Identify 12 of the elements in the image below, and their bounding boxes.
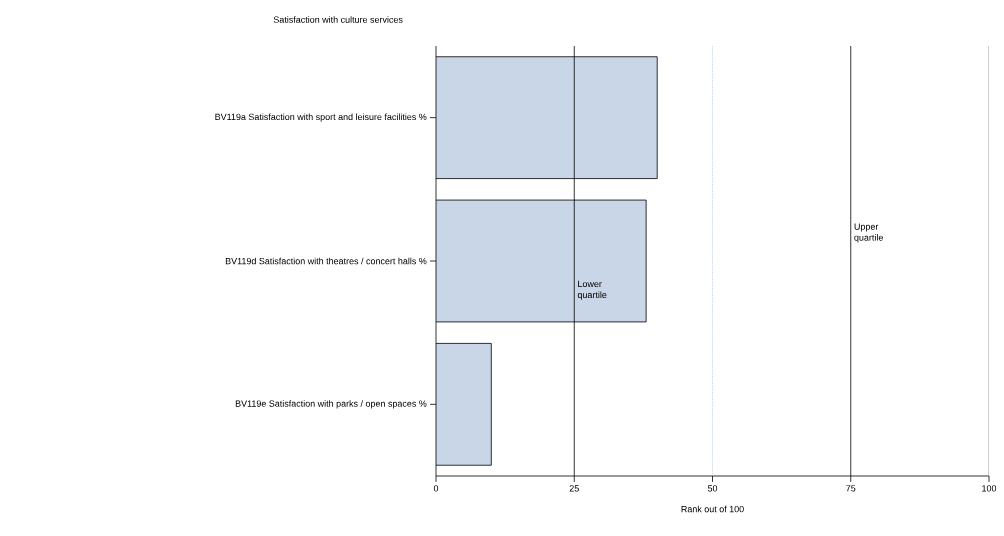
y-tick-label: BV119d Satisfaction with theatres / concert halls %	[225, 257, 427, 265]
x-tick-label: 25	[569, 485, 579, 492]
x-axis-title: Rank out of 100	[681, 505, 744, 513]
ref-line-label: Lower quartile	[577, 280, 607, 300]
x-tick-label: 75	[846, 485, 856, 492]
y-tick-label: BV119a Satisfaction with sport and leisure facilities %	[215, 113, 427, 122]
y-tick-label: BV119e Satisfaction with parks / open spaces %	[235, 400, 427, 409]
text: Satisfaction with culture services	[273, 16, 403, 23]
ref-line-label: Upper quartile	[854, 223, 883, 243]
x-tick-label: 50	[707, 485, 718, 492]
x-tick-label: 0	[433, 485, 439, 492]
x-tick-label: 100	[982, 485, 997, 492]
